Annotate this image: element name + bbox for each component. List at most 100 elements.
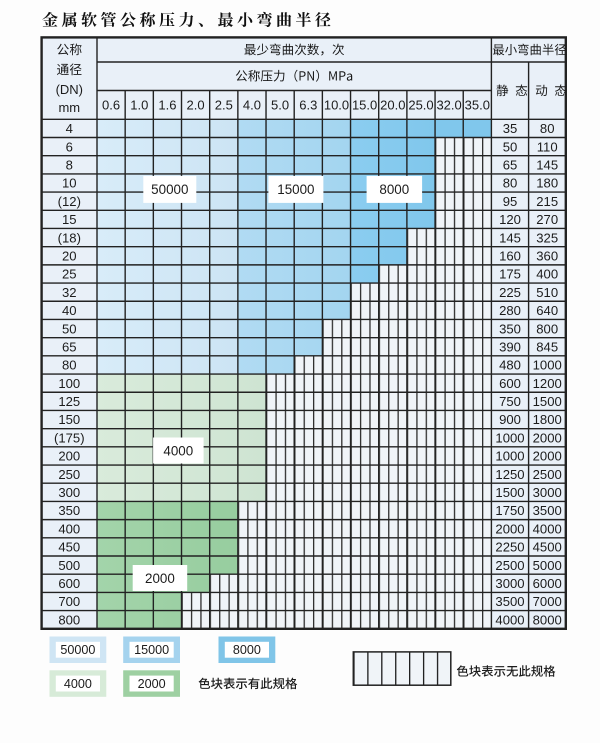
svg-text:200: 200	[58, 449, 80, 464]
svg-text:350: 350	[58, 503, 80, 518]
svg-text:800: 800	[536, 321, 558, 336]
svg-text:800: 800	[58, 612, 80, 627]
svg-text:80: 80	[503, 176, 518, 191]
svg-text:80: 80	[62, 358, 77, 373]
svg-text:(175): (175)	[54, 430, 85, 445]
svg-text:15: 15	[62, 212, 77, 227]
svg-text:2000: 2000	[533, 449, 562, 464]
svg-text:32.0: 32.0	[436, 98, 461, 113]
svg-text:1800: 1800	[533, 412, 562, 427]
svg-text:450: 450	[58, 540, 80, 555]
svg-text:mm: mm	[58, 100, 80, 115]
svg-text:110: 110	[537, 139, 558, 154]
svg-text:250: 250	[58, 467, 80, 482]
svg-text:0.6: 0.6	[102, 98, 120, 113]
svg-text:2500: 2500	[495, 558, 524, 573]
svg-text:4500: 4500	[533, 540, 562, 555]
svg-text:8: 8	[66, 158, 73, 173]
svg-text:5000: 5000	[533, 558, 562, 573]
svg-text:50000: 50000	[60, 643, 95, 657]
svg-text:1500: 1500	[495, 485, 524, 500]
svg-text:65: 65	[62, 340, 77, 355]
svg-text:1750: 1750	[495, 503, 524, 518]
svg-text:7000: 7000	[533, 594, 562, 609]
svg-text:4: 4	[66, 121, 73, 136]
svg-text:360: 360	[536, 249, 558, 264]
svg-text:50: 50	[503, 139, 518, 154]
svg-text:300: 300	[58, 485, 80, 500]
svg-text:40: 40	[62, 303, 77, 318]
svg-text:25.0: 25.0	[408, 98, 433, 113]
svg-text:80: 80	[540, 121, 555, 136]
svg-text:180: 180	[536, 176, 558, 191]
svg-text:2250: 2250	[495, 540, 524, 555]
svg-text:640: 640	[536, 303, 558, 318]
svg-text:900: 900	[499, 412, 521, 427]
svg-text:(18): (18)	[58, 230, 81, 245]
svg-text:150: 150	[58, 412, 80, 427]
svg-text:160: 160	[499, 249, 521, 264]
svg-text:700: 700	[58, 594, 80, 609]
svg-text:215: 215	[536, 194, 558, 209]
svg-text:5.0: 5.0	[271, 98, 289, 113]
svg-text:3500: 3500	[533, 503, 562, 518]
svg-text:20: 20	[62, 249, 77, 264]
svg-text:15000: 15000	[277, 182, 314, 197]
svg-text:390: 390	[499, 340, 521, 355]
svg-text:100: 100	[58, 376, 80, 391]
svg-text:1250: 1250	[495, 467, 524, 482]
svg-text:3500: 3500	[495, 594, 524, 609]
svg-text:8000: 8000	[233, 643, 261, 657]
svg-text:6000: 6000	[533, 576, 562, 591]
svg-text:400: 400	[58, 521, 80, 536]
svg-text:1000: 1000	[533, 358, 562, 373]
svg-text:600: 600	[499, 376, 521, 391]
svg-text:145: 145	[536, 158, 558, 173]
svg-text:6: 6	[66, 139, 73, 154]
svg-text:2500: 2500	[533, 467, 562, 482]
svg-text:4000: 4000	[533, 521, 562, 536]
svg-text:15.0: 15.0	[352, 98, 377, 113]
svg-text:(12): (12)	[58, 194, 81, 209]
svg-text:25: 25	[62, 267, 77, 282]
svg-text:600: 600	[58, 576, 80, 591]
svg-text:145: 145	[499, 230, 521, 245]
svg-text:1000: 1000	[495, 449, 524, 464]
svg-text:2000: 2000	[495, 521, 524, 536]
svg-text:225: 225	[499, 285, 521, 300]
svg-text:480: 480	[499, 358, 521, 373]
svg-text:125: 125	[58, 394, 80, 409]
svg-text:20.0: 20.0	[380, 98, 405, 113]
svg-text:8000: 8000	[379, 182, 409, 197]
svg-text:4000: 4000	[163, 443, 193, 458]
svg-text:750: 750	[499, 394, 521, 409]
svg-text:1000: 1000	[495, 430, 524, 445]
svg-text:2000: 2000	[145, 571, 175, 586]
svg-text:4000: 4000	[495, 612, 524, 627]
svg-text:10: 10	[62, 176, 77, 191]
svg-text:15000: 15000	[134, 643, 169, 657]
svg-text:1.0: 1.0	[130, 98, 148, 113]
svg-text:280: 280	[499, 303, 521, 318]
svg-text:175: 175	[499, 267, 521, 282]
svg-text:270: 270	[536, 212, 558, 227]
svg-text:35.0: 35.0	[465, 98, 490, 113]
svg-text:3000: 3000	[533, 485, 562, 500]
svg-text:4000: 4000	[64, 677, 92, 691]
svg-text:(DN): (DN)	[56, 82, 83, 97]
svg-text:350: 350	[499, 321, 521, 336]
svg-text:6.3: 6.3	[299, 98, 317, 113]
svg-text:10.0: 10.0	[324, 98, 349, 113]
svg-text:1500: 1500	[533, 394, 562, 409]
svg-text:2.5: 2.5	[215, 98, 233, 113]
svg-text:2000: 2000	[138, 677, 166, 691]
svg-text:510: 510	[536, 285, 558, 300]
svg-text:400: 400	[536, 267, 558, 282]
svg-text:4.0: 4.0	[243, 98, 261, 113]
svg-text:845: 845	[536, 340, 558, 355]
svg-text:120: 120	[499, 212, 521, 227]
svg-text:325: 325	[536, 230, 558, 245]
svg-text:65: 65	[503, 158, 518, 173]
svg-text:1.6: 1.6	[158, 98, 176, 113]
svg-text:1200: 1200	[533, 376, 562, 391]
